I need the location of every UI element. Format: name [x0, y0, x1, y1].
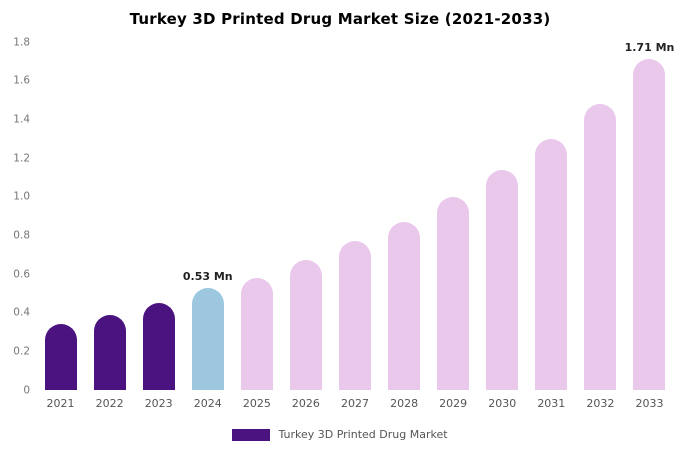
bar-slot-2031 [527, 42, 576, 390]
bar-2029 [437, 196, 470, 390]
bar-2026 [289, 260, 322, 390]
bar-2024 [191, 287, 224, 390]
y-tick-label: 0.4 [13, 306, 30, 319]
bar-2028 [388, 221, 421, 390]
bars: 0.53 Mn 1.71 Mn [36, 41, 675, 390]
x-tick-label-2021: 2021 [46, 397, 75, 410]
bar-slot-2028 [380, 42, 429, 390]
bar-slot-2033: 1.71 Mn [624, 41, 675, 390]
y-tick-label: 1.2 [13, 151, 30, 164]
bar-slot-2032 [576, 42, 625, 390]
x-tick-label-2023: 2023 [144, 397, 173, 410]
y-tick-label: 1.6 [13, 74, 30, 87]
bar-2027 [339, 241, 371, 390]
legend-swatch [232, 428, 271, 441]
legend: Turkey 3D Printed Drug Market [0, 428, 680, 441]
bar-slot-2027 [330, 42, 379, 390]
data-label-2033: 1.71 Mn [624, 41, 675, 55]
x-tick-label-2027: 2027 [341, 397, 369, 410]
y-tick-label: 0.2 [13, 345, 30, 358]
bar-slot-2025 [232, 42, 281, 390]
bar-2025 [240, 277, 273, 390]
chart-title: Turkey 3D Printed Drug Market Size (2021… [129, 10, 551, 28]
data-label-2024: 0.53 Mn [182, 269, 233, 283]
y-tick-label: 1.0 [13, 190, 30, 203]
y-tick-label: 1.8 [13, 35, 30, 48]
legend-label: Turkey 3D Printed Drug Market [278, 428, 448, 441]
bar-slot-2029 [429, 42, 478, 390]
bar-2021 [44, 324, 77, 390]
bar-slot-2023 [134, 42, 183, 390]
x-tick-label-2028: 2028 [390, 397, 419, 410]
x-tick-label-2033: 2033 [635, 397, 664, 410]
x-tick-label-2025: 2025 [242, 397, 271, 410]
bar-slot-2030 [478, 42, 527, 390]
y-tick-label: 0 [23, 383, 30, 396]
bar-2022 [93, 314, 126, 390]
x-tick-label-2022: 2022 [95, 397, 124, 410]
x-tick-label-2032: 2032 [586, 397, 615, 410]
x-axis: 2021 2022 2023 2024 2025 2026 2027 2028 2029 2030… [36, 397, 674, 410]
x-tick-label-2031: 2031 [537, 397, 566, 410]
bar-slot-2026 [281, 42, 330, 390]
y-tick-label: 0.8 [13, 229, 30, 242]
bar-slot-2024: 0.53 Mn [182, 42, 233, 390]
x-tick-label-2024: 2024 [193, 397, 222, 410]
bar-2023 [142, 303, 175, 390]
bar-2030 [486, 169, 519, 390]
bar-2031 [535, 138, 568, 390]
bar-2033 [633, 59, 666, 390]
bar-2032 [584, 103, 617, 390]
y-tick-label: 1.4 [13, 113, 30, 126]
bar-slot-2022 [85, 42, 134, 390]
x-tick-label-2029: 2029 [439, 397, 468, 410]
y-tick-label: 0.6 [13, 267, 30, 280]
x-tick-label-2030: 2030 [488, 397, 517, 410]
plot-area: 0 0.2 0.4 0.6 0.8 1.0 1.2 1.4 1.6 1.8 0.53 Mn 1.71… [13, 37, 675, 395]
x-tick-label-2026: 2026 [291, 397, 320, 410]
bar-slot-2021 [36, 42, 85, 390]
